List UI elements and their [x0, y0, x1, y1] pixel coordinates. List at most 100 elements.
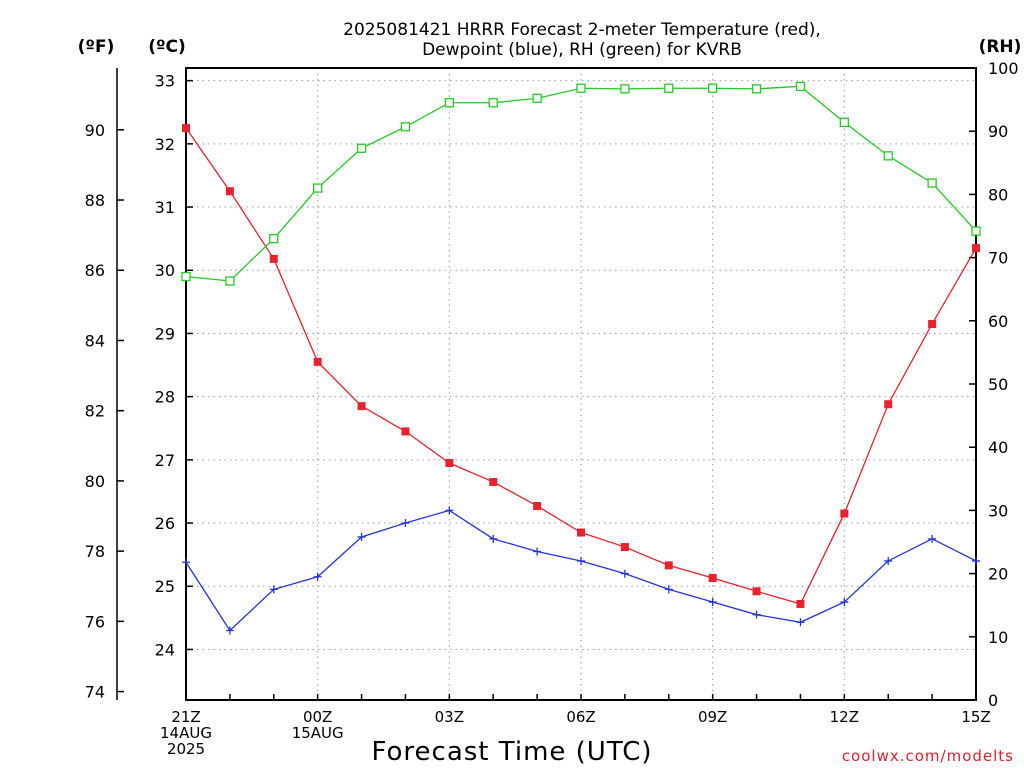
fahrenheit-tick-label: 88 — [85, 191, 105, 210]
celsius-tick-label: 26 — [155, 514, 175, 533]
rh-tick-label: 100 — [988, 59, 1019, 78]
rh-tick-label: 40 — [988, 438, 1008, 457]
temperature-point — [225, 187, 234, 196]
rh-tick-label: 20 — [988, 565, 1008, 584]
celsius-tick-label: 33 — [155, 72, 175, 91]
dewpoint-point — [708, 598, 717, 607]
fahrenheit-tick-label: 76 — [85, 612, 105, 631]
x-tick-label: 15AUG — [292, 724, 344, 742]
rh-tick-label: 50 — [988, 375, 1008, 394]
rh-point — [532, 93, 542, 103]
temperature-point — [533, 501, 542, 510]
rh-tick-label: 0 — [988, 691, 998, 710]
temperature-point — [182, 124, 190, 133]
rh-point — [708, 83, 718, 93]
temperature-point — [840, 509, 849, 518]
rh-point — [664, 83, 674, 93]
dewpoint-point — [972, 556, 980, 565]
rh-tick-label: 80 — [988, 185, 1008, 204]
rh-tick-label: 90 — [988, 122, 1008, 141]
temperature-point — [577, 528, 585, 537]
x-tick-label: 06Z — [566, 708, 595, 726]
dewpoint-point — [884, 556, 893, 565]
dewpoint-point — [620, 569, 629, 578]
rh-point — [839, 117, 849, 128]
temperature-point — [620, 543, 629, 552]
rh-point — [795, 81, 806, 91]
temperature-point — [269, 254, 278, 263]
rh-point — [225, 276, 235, 286]
dewpoint-point — [182, 558, 190, 567]
rh-point — [620, 84, 630, 94]
x-tick-label: 14AUG — [160, 724, 212, 742]
rh-series — [181, 81, 981, 286]
celsius-tick-label: 29 — [155, 324, 175, 343]
x-tick-label: 15Z — [961, 708, 990, 726]
fahrenheit-tick-label: 74 — [85, 683, 105, 702]
rh-point — [751, 84, 762, 94]
rh-point — [488, 98, 498, 108]
temperature-point — [796, 599, 805, 608]
temperature-point — [752, 587, 761, 596]
x-tick-label: 21Z — [171, 708, 200, 726]
dewpoint-point — [401, 519, 410, 528]
dewpoint-point — [664, 585, 673, 594]
temperature-point — [928, 319, 937, 328]
celsius-tick-label: 31 — [155, 198, 175, 217]
temperature-point — [708, 574, 717, 583]
rh-point — [927, 178, 937, 188]
dewpoint-point — [928, 534, 937, 543]
temperature-point — [972, 244, 980, 253]
grid-lines — [186, 68, 976, 700]
fahrenheit-unit-label: (ºF) — [78, 37, 115, 57]
dewpoint-point — [577, 556, 585, 565]
rh-point — [181, 271, 191, 282]
rh-point — [313, 183, 323, 193]
x-tick-label: 12Z — [830, 708, 859, 726]
rh-unit-label: (RH) — [979, 37, 1022, 57]
x-axis-label: Forecast Time (UTC) — [371, 737, 652, 767]
temperature-point — [401, 427, 410, 436]
temperature-point — [884, 400, 893, 409]
celsius-unit-label: (ºC) — [148, 37, 186, 57]
rh-point — [269, 233, 279, 244]
dewpoint-point — [489, 534, 498, 543]
dewpoint-point — [357, 532, 366, 541]
rh-tick-label: 30 — [988, 501, 1008, 520]
rh-point — [883, 151, 893, 161]
dewpoint-point — [533, 547, 542, 556]
celsius-tick-label: 28 — [155, 388, 175, 407]
temperature-series — [182, 124, 980, 608]
dewpoint-point — [313, 572, 322, 581]
dewpoint-point — [269, 585, 278, 594]
tick-labels: 2425262728293031323374767880828486889001… — [85, 59, 1019, 758]
fahrenheit-tick-label: 86 — [85, 261, 105, 280]
x-tick-label: 00Z — [303, 708, 332, 726]
rh-point — [971, 226, 981, 236]
rh-point — [356, 143, 367, 153]
x-tick-label: 03Z — [435, 708, 464, 726]
celsius-tick-label: 25 — [155, 577, 175, 596]
rh-point — [400, 122, 411, 132]
dewpoint-point — [796, 618, 805, 627]
rh-point — [444, 98, 454, 108]
dewpoint-point — [840, 598, 849, 607]
x-tick-label: 2025 — [167, 740, 205, 758]
axes — [116, 67, 977, 701]
temperature-point — [664, 561, 673, 570]
temperature-point — [357, 402, 366, 411]
dewpoint-point — [225, 626, 234, 635]
celsius-tick-label: 27 — [155, 451, 175, 470]
dewpoint-line — [185, 509, 977, 632]
dewpoint-point — [445, 506, 454, 515]
temperature-point — [313, 357, 322, 366]
credit-text: coolwx.com/modelts — [842, 747, 1014, 765]
rh-tick-label: 10 — [988, 628, 1008, 647]
chart-title-line-1: 2025081421 HRRR Forecast 2-meter Tempera… — [343, 20, 821, 40]
temperature-point — [489, 477, 498, 486]
fahrenheit-tick-label: 82 — [85, 402, 105, 421]
celsius-tick-label: 32 — [155, 135, 175, 154]
fahrenheit-tick-label: 80 — [85, 472, 105, 491]
x-tick-label: 09Z — [698, 708, 727, 726]
data-series — [181, 81, 981, 635]
